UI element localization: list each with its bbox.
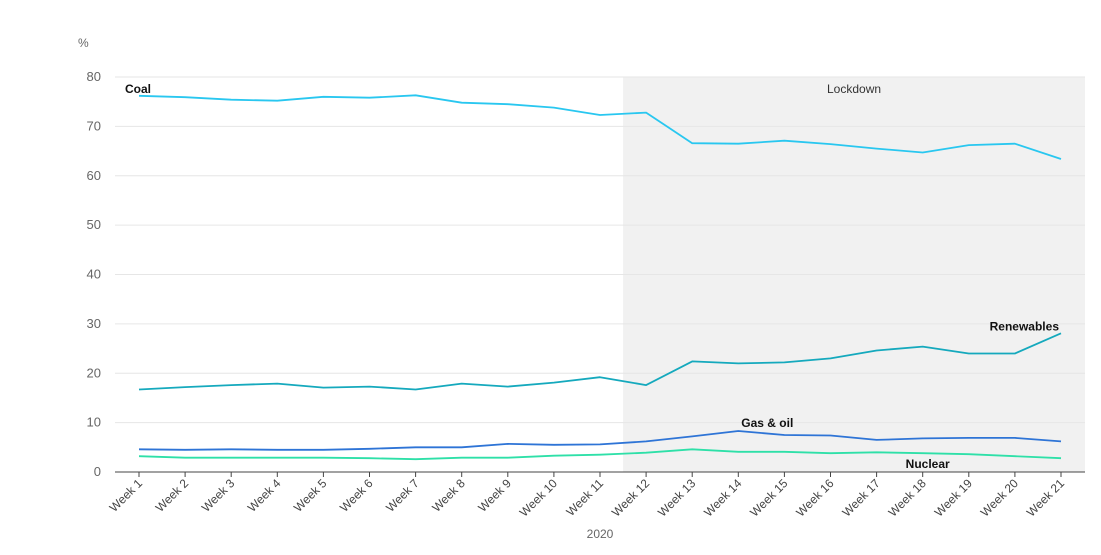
x-tick-label: Week 12	[609, 476, 652, 519]
x-tick-label: Week 13	[655, 476, 698, 519]
series-label-renewables: Renewables	[990, 319, 1060, 333]
y-tick-label: 0	[94, 464, 101, 479]
series-line-coal	[138, 94, 1062, 160]
series-line-gas-oil	[138, 430, 1062, 451]
y-axis-unit-label: %	[78, 36, 89, 50]
x-tick-label: Week 21	[1024, 476, 1067, 519]
y-tick-label: 30	[87, 316, 101, 331]
x-tick-label: Week 15	[747, 476, 790, 519]
y-tick-label: 40	[87, 267, 101, 282]
x-axis: Week 1 Week 2 Week 3 Week 4 Week 5 Week 6 Week…	[107, 472, 1067, 519]
x-tick-label: Week 1	[107, 476, 146, 515]
y-tick-label: 80	[87, 69, 101, 84]
y-axis: 0 10 20 30 40 50 60 70 80	[87, 69, 101, 479]
x-tick-label: Week 16	[793, 476, 836, 519]
x-tick-label: Week 14	[701, 476, 744, 519]
series-label-coal: Coal	[125, 82, 151, 96]
x-tick-label: Week 7	[383, 476, 422, 515]
x-tick-label: Week 6	[337, 476, 376, 515]
x-tick-label: Week 10	[517, 476, 560, 519]
series-label-gas-oil: Gas & oil	[741, 416, 793, 430]
y-tick-label: 20	[87, 365, 101, 380]
series-lines	[138, 94, 1062, 461]
series-line-nuclear	[138, 448, 1062, 461]
y-tick-label: 10	[87, 415, 101, 430]
x-tick-label: Week 17	[839, 476, 882, 519]
x-tick-label: Week 2	[153, 476, 192, 515]
y-tick-label: 70	[87, 118, 101, 133]
y-tick-label: 50	[87, 217, 101, 232]
x-tick-label: Week 9	[475, 476, 514, 515]
x-tick-label: Week 5	[291, 476, 330, 515]
y-tick-label: 60	[87, 168, 101, 183]
x-tick-label: Week 18	[886, 476, 929, 519]
x-axis-title: 2020	[587, 527, 614, 541]
series-line-renewables	[138, 332, 1062, 391]
x-tick-label: Week 8	[429, 476, 468, 515]
x-tick-label: Week 3	[199, 476, 238, 515]
x-tick-label: Week 4	[245, 476, 284, 515]
gridlines	[115, 76, 1085, 424]
x-tick-label: Week 11	[564, 476, 607, 519]
x-tick-label: Week 19	[932, 476, 975, 519]
x-tick-label: Week 20	[978, 476, 1021, 519]
lockdown-label: Lockdown	[827, 82, 881, 96]
series-label-nuclear: Nuclear	[906, 457, 950, 471]
